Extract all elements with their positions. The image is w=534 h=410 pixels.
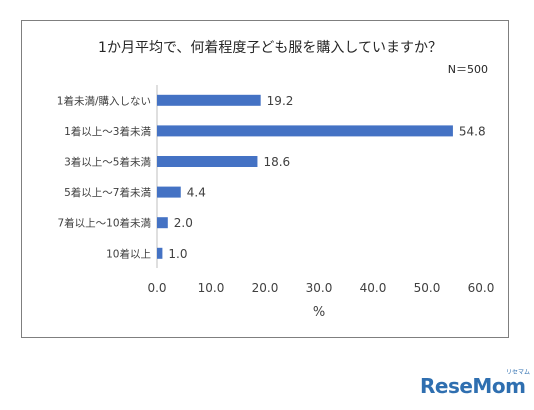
bar	[157, 125, 453, 137]
bar-value-label: 18.6	[263, 155, 290, 169]
category-labels: 1着未満/購入しない 1着以上～3着未満 3着以上～5着未満 5着以上～7着未満 7着以…	[57, 94, 152, 260]
x-tick-label: 50.0	[414, 281, 441, 295]
x-tick-label: 40.0	[360, 281, 387, 295]
x-tick-label: 20.0	[252, 281, 279, 295]
category-label: 7着以上～10着未満	[57, 217, 151, 230]
bar-value-label: 4.4	[187, 186, 206, 200]
bar	[157, 186, 181, 198]
bar-value-label: 2.0	[174, 216, 193, 230]
bar	[157, 247, 163, 259]
sample-size-label: N＝500	[448, 63, 488, 76]
resemom-logo: ReseMom	[420, 374, 526, 398]
resemom-logo-kana: リセマム	[506, 369, 531, 376]
chart-frame: 1か月平均で、何着程度子ども服を購入していますか？ N＝500 1着未満/購入し…	[21, 20, 509, 338]
x-axis-label: %	[313, 305, 325, 320]
value-labels: 19.2 54.8 18.6 4.4 2.0 1.0	[168, 94, 485, 261]
bar-value-label: 19.2	[267, 94, 294, 108]
x-tick-labels: 0.0 10.0 20.0 30.0 40.0 50.0 60.0	[147, 281, 494, 295]
bar-chart: 1か月平均で、何着程度子ども服を購入していますか？ N＝500 1着未満/購入し…	[57, 40, 495, 320]
bar	[157, 94, 261, 106]
x-tick-label: 0.0	[147, 281, 166, 295]
x-tick-label: 30.0	[306, 281, 333, 295]
x-tick-label: 60.0	[468, 281, 495, 295]
bar-value-label: 1.0	[168, 247, 187, 261]
bar	[157, 156, 258, 167]
category-label: 3着以上～5着未満	[64, 156, 151, 169]
chart-title: 1か月平均で、何着程度子ども服を購入していますか？	[98, 40, 442, 56]
category-label: 5着以上～7着未満	[64, 186, 151, 199]
x-tick-label: 10.0	[198, 281, 225, 295]
category-label: 1着以上～3着未満	[64, 125, 151, 138]
category-label: 1着未満/購入しない	[57, 94, 151, 107]
bar	[157, 217, 168, 229]
category-label: 10着以上	[106, 247, 151, 260]
bar-value-label: 54.8	[459, 124, 486, 138]
bars	[157, 94, 453, 259]
